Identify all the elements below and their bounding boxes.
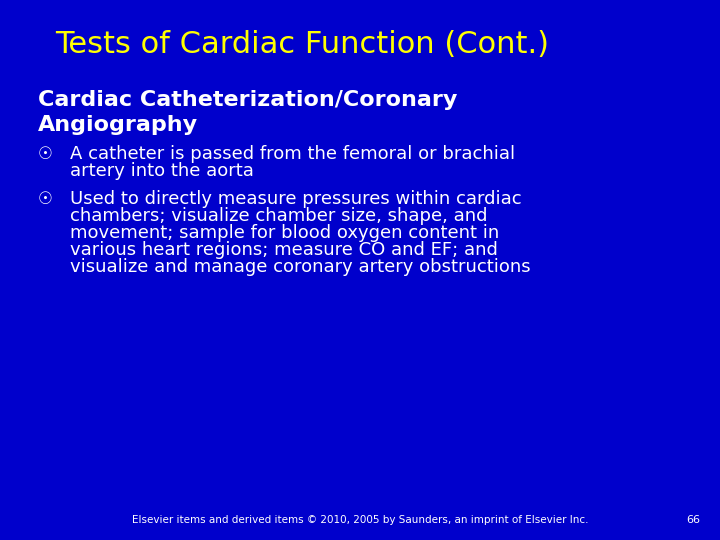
Text: Used to directly measure pressures within cardiac: Used to directly measure pressures withi… xyxy=(70,190,521,208)
Text: A catheter is passed from the femoral or brachial: A catheter is passed from the femoral or… xyxy=(70,145,515,163)
Text: various heart regions; measure CO and EF; and: various heart regions; measure CO and EF… xyxy=(70,241,498,259)
Text: ☉: ☉ xyxy=(38,145,53,163)
Text: 66: 66 xyxy=(686,515,700,525)
Text: visualize and manage coronary artery obstructions: visualize and manage coronary artery obs… xyxy=(70,258,531,276)
Text: Elsevier items and derived items © 2010, 2005 by Saunders, an imprint of Elsevie: Elsevier items and derived items © 2010,… xyxy=(132,515,588,525)
Text: artery into the aorta: artery into the aorta xyxy=(70,162,254,180)
Text: chambers; visualize chamber size, shape, and: chambers; visualize chamber size, shape,… xyxy=(70,207,487,225)
Text: Angiography: Angiography xyxy=(38,115,198,135)
Text: Tests of Cardiac Function (Cont.): Tests of Cardiac Function (Cont.) xyxy=(55,30,549,59)
Text: movement; sample for blood oxygen content in: movement; sample for blood oxygen conten… xyxy=(70,224,499,242)
Text: ☉: ☉ xyxy=(38,190,53,208)
Text: Cardiac Catheterization/Coronary: Cardiac Catheterization/Coronary xyxy=(38,90,457,110)
